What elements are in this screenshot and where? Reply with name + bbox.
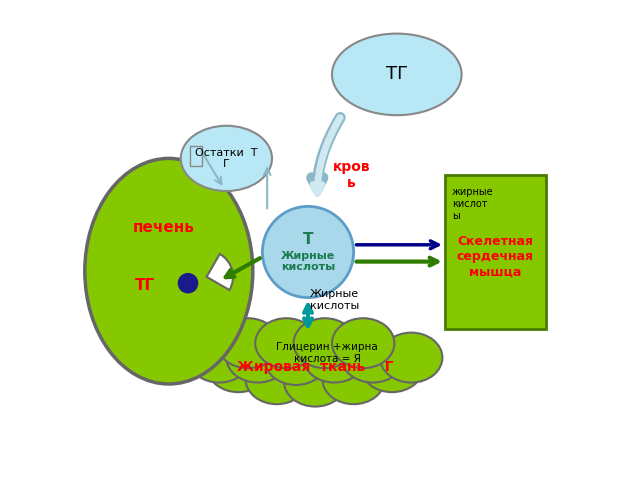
Ellipse shape [227, 333, 289, 383]
FancyBboxPatch shape [191, 146, 202, 166]
Ellipse shape [207, 342, 269, 392]
Ellipse shape [284, 357, 346, 407]
Text: кров
ь: кров ь [332, 160, 370, 190]
Ellipse shape [265, 335, 327, 385]
Ellipse shape [255, 318, 317, 368]
Ellipse shape [262, 206, 354, 298]
Text: Жировая  ткань    Г: Жировая ткань Г [237, 360, 394, 374]
Text: ТГ: ТГ [386, 65, 408, 84]
Ellipse shape [323, 354, 385, 404]
Text: Т: Т [303, 232, 313, 248]
Ellipse shape [181, 126, 272, 191]
Wedge shape [207, 254, 233, 290]
Ellipse shape [332, 318, 394, 368]
Text: печень: печень [133, 220, 195, 236]
Ellipse shape [332, 34, 461, 115]
Ellipse shape [380, 333, 442, 383]
Text: ТГ: ТГ [135, 278, 155, 293]
Ellipse shape [85, 158, 253, 384]
Ellipse shape [303, 333, 365, 383]
Ellipse shape [294, 318, 356, 368]
Text: Жирные
кислоты: Жирные кислоты [310, 289, 359, 311]
Ellipse shape [246, 354, 308, 404]
Text: Жирные
кислоты: Жирные кислоты [281, 251, 335, 273]
Ellipse shape [361, 342, 423, 392]
Ellipse shape [188, 333, 250, 383]
Ellipse shape [342, 333, 404, 383]
Bar [445, 175, 545, 329]
Text: Остатки  Т
Г: Остатки Т Г [195, 147, 258, 169]
Text: жирные
кислот
ы: жирные кислот ы [452, 187, 493, 221]
Text: Глицерин +жирна
кислота = Я: Глицерин +жирна кислота = Я [276, 342, 378, 364]
Ellipse shape [217, 318, 279, 368]
Text: Скелетная
сердечная
мышца: Скелетная сердечная мышца [457, 235, 534, 278]
Circle shape [179, 274, 198, 293]
